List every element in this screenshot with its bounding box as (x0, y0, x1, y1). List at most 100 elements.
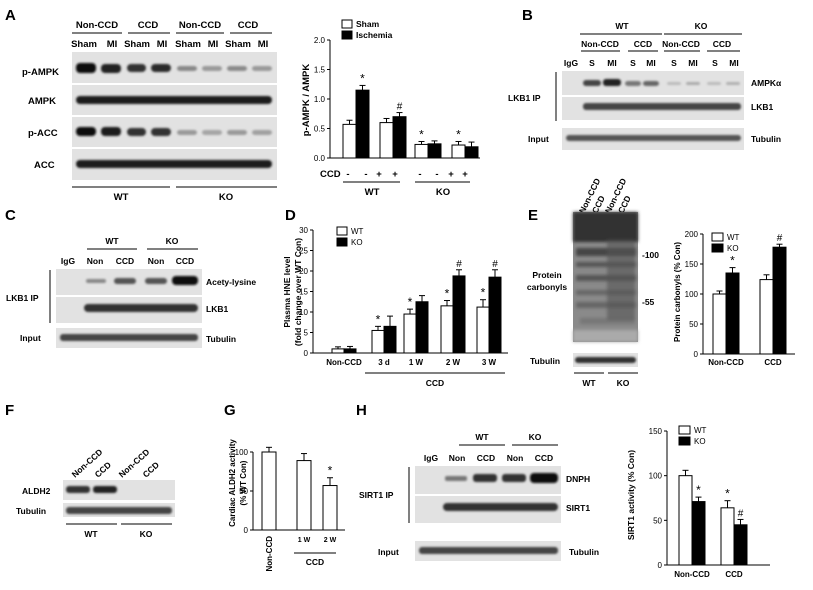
genotype-label: KO (140, 529, 153, 539)
ccd-label: CCD (320, 169, 341, 180)
bar (712, 293, 727, 355)
chart-a-legend: Sham Ischemia (341, 19, 393, 40)
chart-h: SIRT1 activity (% Con) 0 50 100 150 * Non-CCD… (626, 425, 770, 579)
bar (322, 485, 338, 531)
y-tick-label: 0 (694, 350, 699, 359)
y-tick-label: 20 (299, 267, 308, 276)
bar (759, 279, 774, 355)
significance-marker: # (492, 259, 498, 270)
legend-swatch (341, 19, 353, 29)
row-label: Tubulin (206, 334, 236, 344)
legend-swatch (336, 237, 348, 247)
legend-swatch (341, 30, 353, 40)
bar (772, 246, 787, 355)
significance-marker: # (777, 233, 783, 244)
row-label: ACC (34, 160, 55, 171)
y-tick-label: 1.5 (314, 66, 326, 75)
genotype-label: WT (582, 378, 596, 388)
genotype-label: KO (617, 378, 630, 388)
category-label: Non-CCD (708, 358, 744, 367)
lane-label: Non (507, 453, 524, 463)
panel-e-blot: Non-CCD CCD Non-CCD CCD -100 -55 Protein… (527, 177, 659, 388)
bar (331, 348, 345, 354)
y-tick-label: 5 (304, 329, 309, 338)
chart-d: Plasma HNE level (fold change over WT Co… (282, 226, 508, 388)
bar (296, 460, 312, 531)
y-tick-label: 15 (299, 288, 308, 297)
legend-label: WT (351, 227, 364, 236)
lane-label: MI (688, 58, 697, 68)
genotype-label: WT (105, 236, 119, 246)
ccd-sign: - (364, 169, 367, 180)
chart-e-plot: 0 50 100 150 200 * Non-CCD # CCD (685, 230, 795, 367)
y-tick-label: 150 (649, 427, 663, 436)
y-tick-label: 50 (239, 487, 248, 496)
row-label: p-AMPK (22, 67, 59, 78)
col-group: CCD (138, 20, 159, 31)
lane-label: MI (729, 58, 738, 68)
category-label: Non-CCD (265, 536, 274, 572)
y-tick-label: 150 (685, 260, 699, 269)
bar (415, 301, 429, 354)
y-axis-label: SIRT1 activity (% Con) (626, 450, 636, 540)
panel-label-c: C (5, 207, 16, 224)
genotype-label: KO (695, 21, 708, 31)
genotype-label: KO (529, 432, 542, 442)
row-label: Tubulin (16, 506, 46, 516)
col-group: Non-CCD (179, 20, 221, 31)
genotype-label: KO (166, 236, 179, 246)
panel-h: WT KO IgG Non CCD Non CCD SIRT1 IP Input… (359, 432, 599, 561)
y-tick-label: 25 (299, 247, 308, 256)
col-group: Non-CCD (76, 20, 118, 31)
y-axis-label: (% WT Con) (239, 460, 248, 505)
lane-label: CCD (93, 460, 113, 480)
input-label: Input (378, 547, 399, 557)
row-label: AMPKα (751, 78, 782, 88)
group-label: KO (436, 187, 450, 198)
chart-a-plot: 0.0 0.5 1.0 1.5 2.0 * # * * (314, 36, 480, 163)
panel-c: WT KO IgG Non CCD Non CCD LKB1 IP Input … (6, 236, 256, 348)
row-label: DNPH (566, 474, 590, 484)
category-label: 1 W (409, 358, 424, 367)
row-label: AMPK (28, 96, 56, 107)
genotype-label: WT (615, 21, 629, 31)
bar (427, 143, 442, 159)
category-label: CCD (764, 358, 782, 367)
chart-h-plot: 0 50 100 150 * Non-CCD * # CCD (649, 427, 770, 579)
bar (414, 143, 429, 159)
bar (343, 348, 357, 354)
y-axis-label: Plasma HNE level (282, 256, 292, 327)
bar (392, 116, 407, 159)
input-label: Input (528, 134, 549, 144)
lane-label: Sham (124, 39, 150, 50)
ccd-sign: + (448, 169, 454, 180)
lane-label: CCD (116, 256, 134, 266)
y-tick-label: 0 (304, 349, 309, 358)
lane-label: CCD (535, 453, 553, 463)
col-group: Non-CCD (581, 39, 619, 49)
y-axis-label: Protein carbonyls (% Con) (673, 242, 682, 342)
lane-label: MI (208, 39, 219, 50)
significance-marker: * (408, 295, 413, 309)
ccd-sign: - (418, 169, 421, 180)
row-label: Tubulin (569, 547, 599, 557)
significance-marker: * (376, 312, 381, 326)
ccd-sign: + (376, 169, 382, 180)
panel-a-headers: Non-CCD CCD Non-CCD CCD Sham MI Sham MI … (71, 20, 272, 50)
ip-label: SIRT1 IP (359, 490, 394, 500)
y-axis-label: Cardiac ALDH2 activity (228, 439, 237, 527)
lane-label: IgG (424, 453, 439, 463)
y-tick-label: 100 (235, 448, 249, 457)
ccd-sign: - (435, 169, 438, 180)
panel-label-f: F (5, 402, 14, 419)
row-label: carbonyls (527, 282, 567, 292)
y-tick-label: 50 (689, 320, 698, 329)
lane-label: Non (87, 256, 104, 266)
bar (383, 325, 397, 354)
bar (355, 89, 370, 159)
lane-label: S (589, 58, 595, 68)
significance-marker: * (481, 286, 486, 300)
lane-label: CCD (176, 256, 194, 266)
bar (440, 305, 454, 354)
y-axis-label: p-AMPK / AMPK (301, 64, 312, 137)
